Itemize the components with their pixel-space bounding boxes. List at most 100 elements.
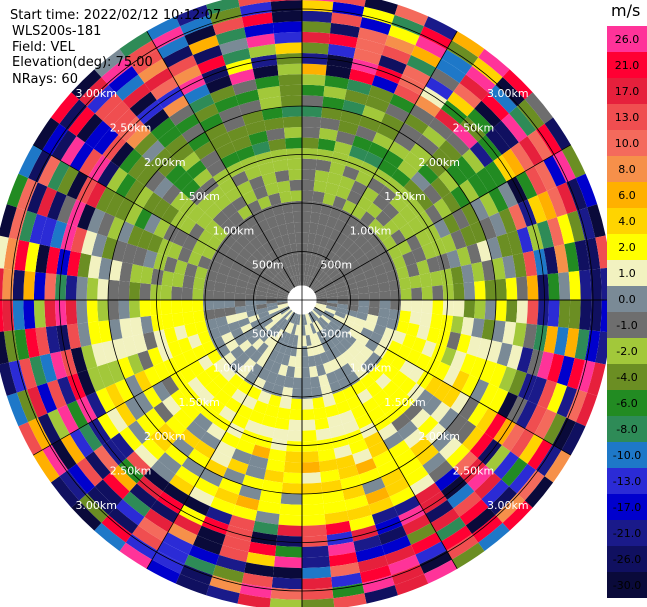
ray-line: [32, 144, 290, 294]
velocity-cell: [303, 314, 308, 325]
velocity-cell: [446, 414, 468, 437]
velocity-cell: [434, 108, 461, 133]
velocity-cell: [287, 355, 297, 368]
velocity-cell: [489, 363, 507, 388]
velocity-cell: [432, 300, 444, 315]
velocity-cell: [337, 300, 349, 305]
velocity-cell: [472, 57, 503, 86]
velocity-cell: [325, 265, 337, 277]
velocity-cell: [236, 404, 254, 420]
velocity-cell: [225, 397, 242, 414]
velocity-cell: [467, 173, 489, 198]
velocity-cell: [249, 223, 264, 237]
velocity-cell: [225, 186, 242, 203]
velocity-cell: [129, 316, 144, 336]
velocity-cell: [228, 514, 256, 532]
velocity-cell: [204, 364, 221, 381]
velocity-cell: [289, 277, 297, 288]
velocity-cell: [274, 417, 290, 431]
velocity-cell: [234, 333, 248, 346]
velocity-cell: [134, 370, 153, 392]
colorbar-bin-label: 13.0: [615, 111, 640, 124]
velocity-cell: [362, 575, 395, 594]
velocity-cell: [351, 266, 364, 277]
velocity-cell: [215, 316, 228, 328]
velocity-cell: [199, 468, 224, 488]
velocity-cell: [381, 44, 412, 65]
velocity-cell: [296, 314, 301, 325]
velocity-cell: [261, 205, 275, 220]
velocity-cell: [389, 93, 415, 114]
velocity-cell: [441, 525, 473, 551]
velocity-cell: [378, 525, 407, 545]
velocity-cell: [561, 421, 586, 456]
velocity-cell: [479, 192, 499, 217]
velocity-cell: [235, 89, 260, 106]
velocity-cell: [328, 269, 340, 280]
velocity-cell: [76, 176, 98, 204]
velocity-cell: [276, 52, 302, 65]
velocity-cell: [347, 328, 361, 340]
velocity-cell: [138, 516, 168, 542]
velocity-cell: [302, 211, 312, 223]
velocity-cell: [187, 131, 211, 152]
velocity-cell: [309, 222, 319, 235]
velocity-cell: [281, 482, 302, 495]
velocity-cell: [320, 314, 331, 324]
velocity-cell: [367, 283, 380, 293]
velocity-cell: [59, 470, 88, 501]
velocity-cell: [354, 352, 368, 366]
velocity-cell: [450, 391, 471, 415]
velocity-cell: [256, 285, 269, 293]
velocity-cell: [462, 426, 485, 452]
velocity-cell: [342, 271, 354, 282]
velocity-cell: [438, 436, 463, 461]
velocity-cell: [274, 328, 285, 341]
velocity-cell: [365, 487, 390, 505]
velocity-cell: [278, 318, 288, 329]
velocity-cell: [175, 4, 210, 27]
colorbar-bin-label: 10.0: [615, 137, 640, 150]
velocity-cell: [171, 300, 183, 314]
velocity-cell: [278, 342, 288, 355]
velocity-cell: [328, 551, 358, 567]
velocity-cell: [247, 333, 260, 346]
colorbar-bin-label: -8.0: [616, 423, 637, 436]
velocity-cell: [433, 361, 451, 382]
velocity-cell: [271, 262, 282, 274]
velocity-cell: [442, 284, 454, 300]
velocity-cell: [322, 279, 333, 288]
velocity-cell: [527, 129, 553, 161]
velocity-cell: [361, 359, 376, 374]
velocity-cell: [267, 265, 279, 277]
velocity-cell: [316, 245, 326, 258]
ray-line: [314, 144, 572, 294]
velocity-cell: [316, 364, 327, 377]
velocity-cell: [478, 48, 510, 78]
velocity-cell: [42, 123, 68, 156]
velocity-cell: [376, 122, 400, 141]
velocity-cell: [302, 335, 307, 347]
velocity-cell: [189, 187, 208, 206]
velocity-cell: [177, 246, 193, 263]
velocity-cell: [205, 506, 233, 525]
velocity-cell: [152, 198, 171, 219]
velocity-cell: [501, 148, 526, 177]
velocity-cell: [235, 365, 250, 381]
velocity-cell: [210, 449, 232, 468]
velocity-cell: [273, 340, 284, 352]
velocity-cell: [350, 180, 368, 196]
velocity-cell: [271, 326, 282, 338]
range-ring-label: 500m: [252, 259, 284, 272]
velocity-cell: [139, 283, 151, 300]
velocity-cell: [172, 142, 195, 164]
velocity-cell: [431, 238, 447, 257]
velocity-cell: [441, 49, 473, 75]
velocity-cell: [440, 314, 454, 332]
velocity-cell: [558, 300, 571, 329]
velocity-cell: [33, 271, 46, 300]
velocity-cell: [175, 465, 200, 487]
velocity-cell: [460, 458, 486, 484]
velocity-cell: [94, 92, 123, 121]
velocity-cell: [302, 179, 315, 191]
